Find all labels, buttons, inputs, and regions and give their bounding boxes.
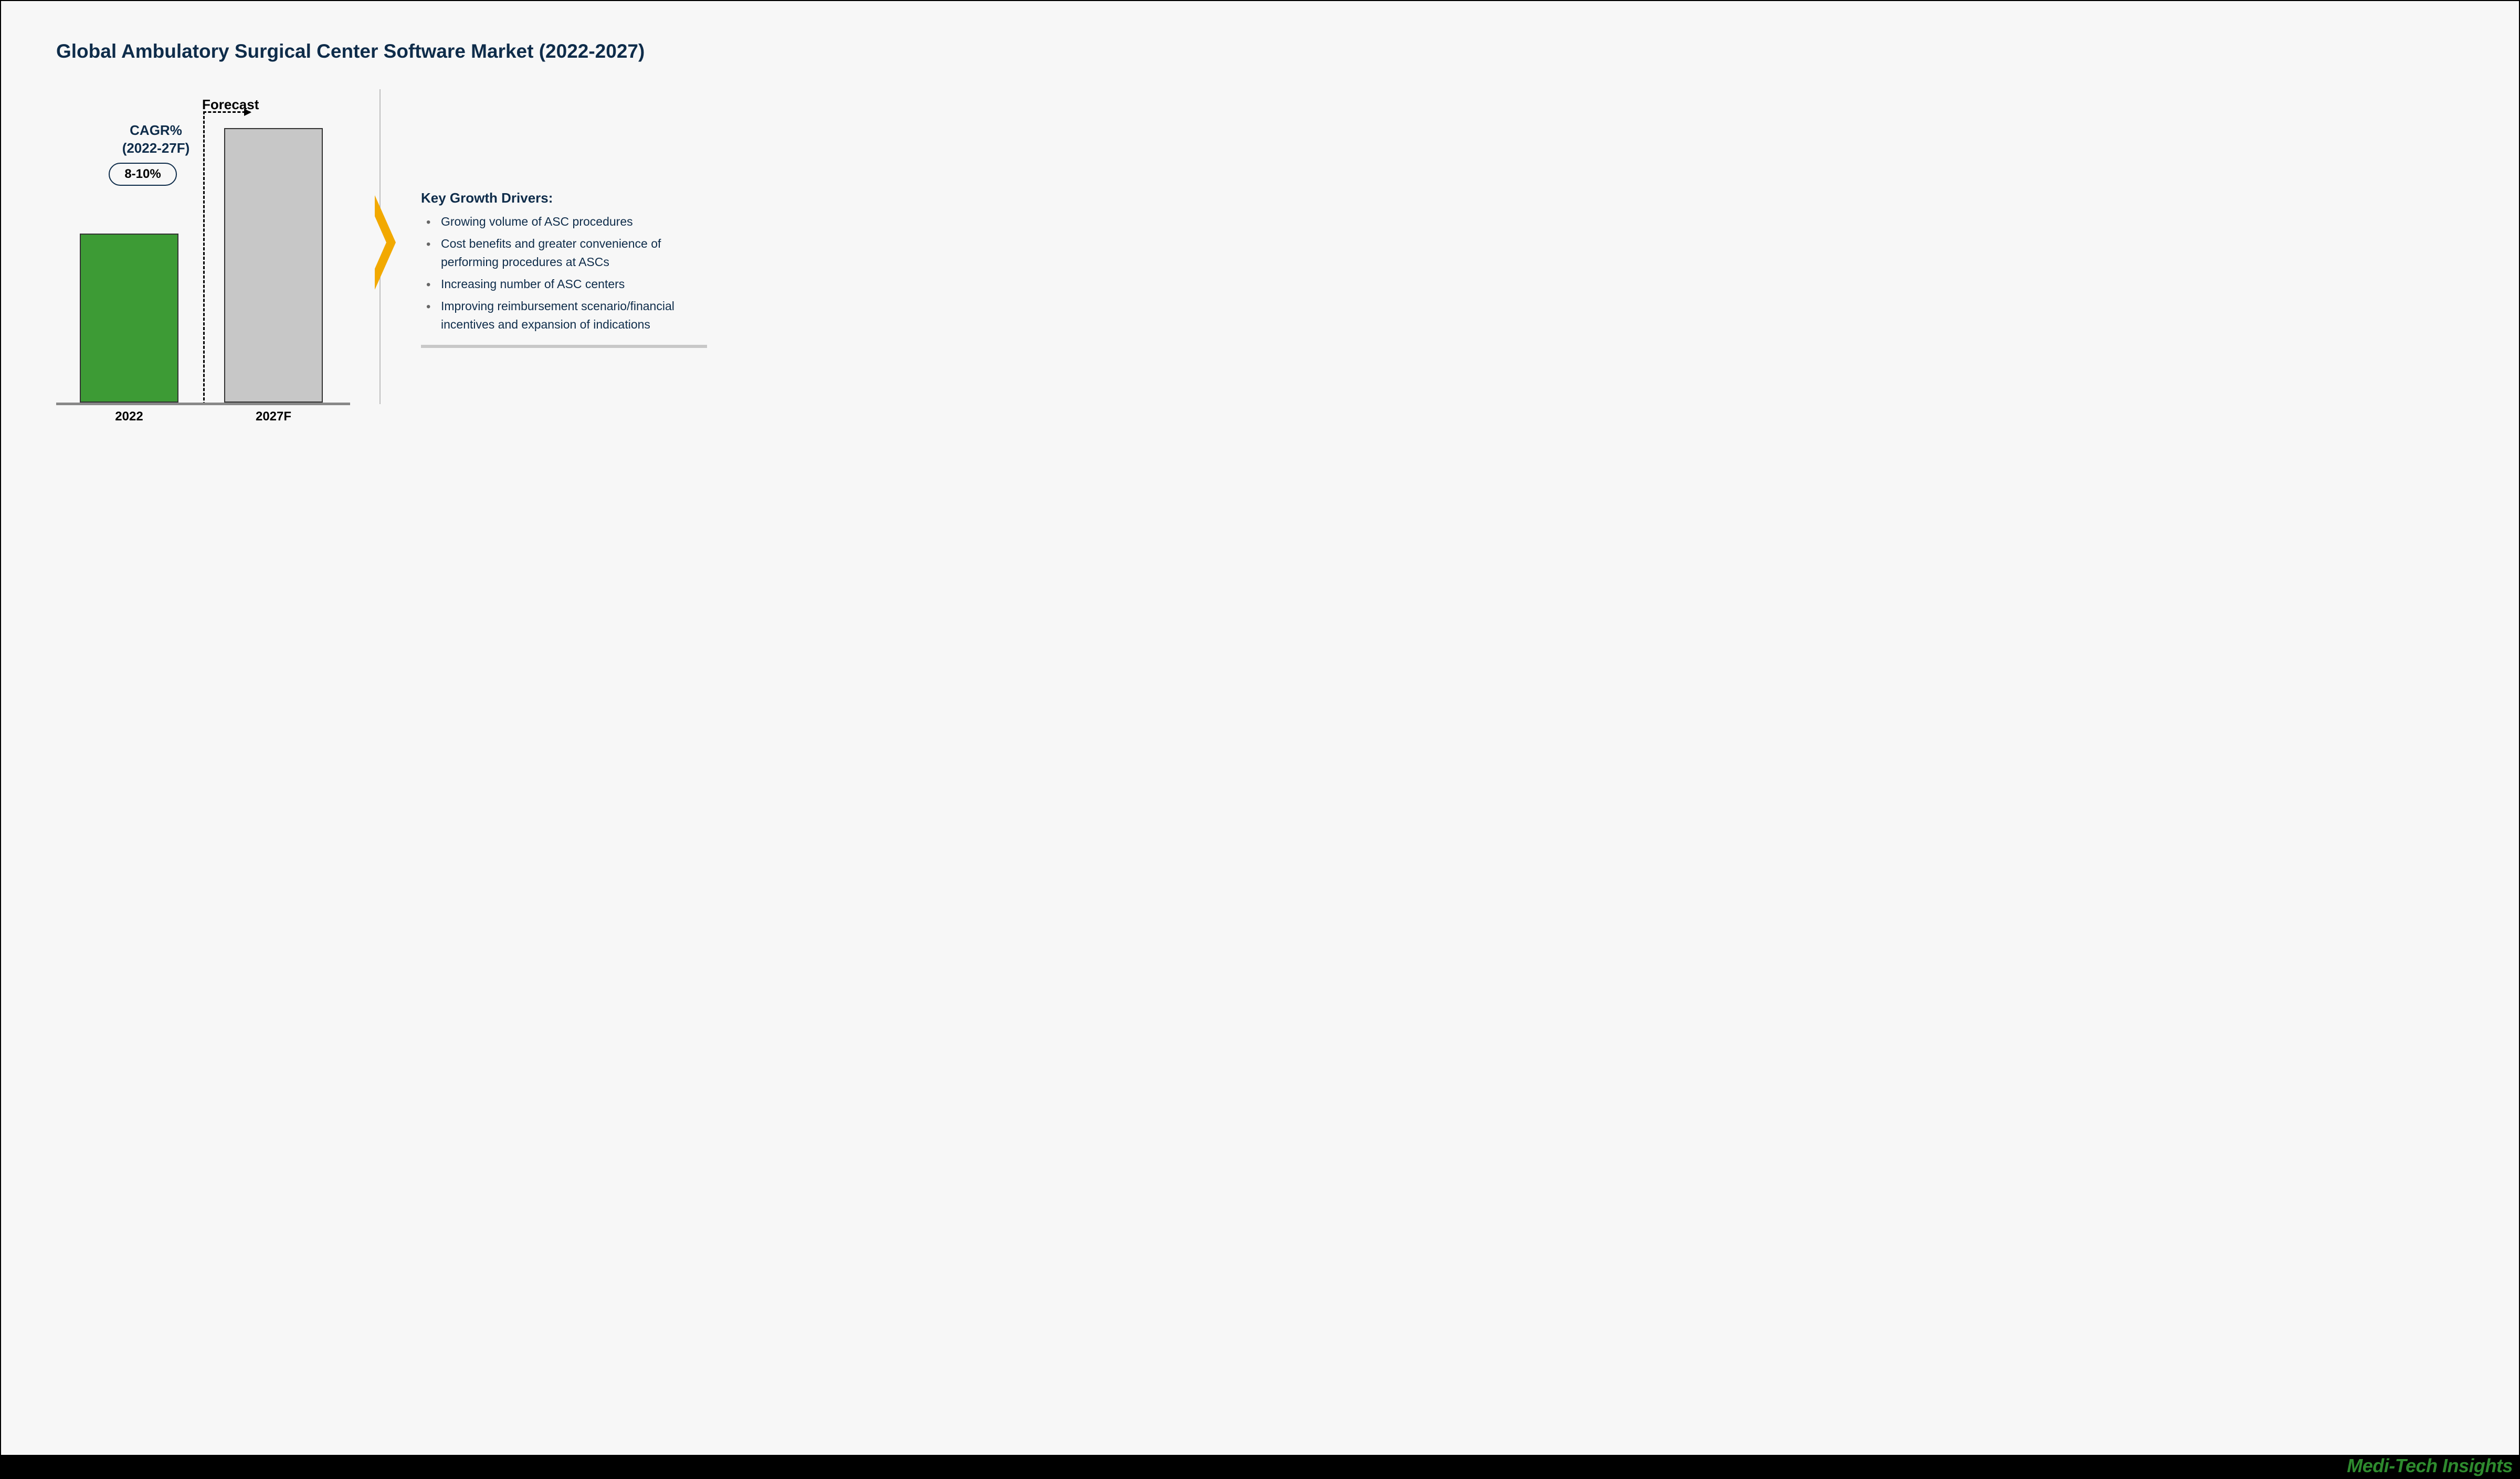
slide-frame: Global Ambulatory Surgical Center Softwa… — [0, 0, 2520, 1479]
driver-item: Increasing number of ASC centers — [437, 275, 710, 294]
cagr-label-line2: (2022-27F) — [122, 140, 190, 156]
xlabel-2027F: 2027F — [224, 409, 323, 424]
cagr-value-pill: 8-10% — [109, 163, 177, 186]
driver-item: Growing volume of ASC procedures — [437, 213, 710, 231]
arrow-pointer-cut — [375, 216, 386, 269]
cagr-label-line1: CAGR% — [130, 122, 182, 138]
bar-2027F — [224, 128, 323, 403]
cagr-label: CAGR% (2022-27F) — [109, 122, 203, 157]
growth-drivers-box: Key Growth Drivers: Growing volume of AS… — [421, 190, 710, 337]
forecast-divider-line — [203, 111, 205, 405]
bottom-bar — [1, 1455, 2519, 1478]
xlabel-2022: 2022 — [80, 409, 178, 424]
drivers-list: Growing volume of ASC procedures Cost ben… — [421, 213, 710, 334]
logo-part1: Medi-Tech — [2347, 1455, 2442, 1476]
chart-baseline — [56, 403, 350, 405]
bar-2022 — [80, 234, 178, 403]
market-bar-chart: Forecast CAGR% (2022-27F) 8-10% 20222027… — [56, 90, 350, 405]
drivers-underline — [421, 345, 707, 348]
page-title: Global Ambulatory Surgical Center Softwa… — [56, 40, 645, 62]
driver-item: Cost benefits and greater convenience of… — [437, 235, 710, 272]
logo-part2: Insights — [2442, 1455, 2513, 1476]
driver-item: Improving reimbursement scenario/financi… — [437, 297, 710, 334]
drivers-title: Key Growth Drivers: — [421, 190, 710, 206]
forecast-arrow — [203, 111, 250, 113]
brand-logo: Medi-Tech Insights — [2347, 1455, 2513, 1477]
